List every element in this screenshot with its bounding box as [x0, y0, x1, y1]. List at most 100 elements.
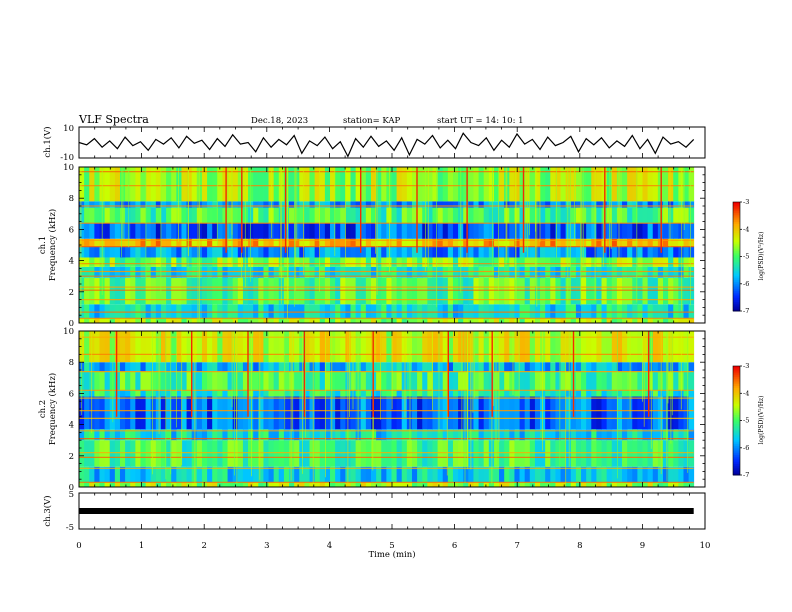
spectrum-band-cell — [683, 167, 690, 202]
spectrum-band-cell — [150, 266, 157, 278]
spectrum-band-cell — [519, 167, 526, 202]
spectrum-band-cell — [478, 466, 485, 483]
spectrum-band-cell — [232, 304, 239, 319]
spectrum-band-cell — [493, 371, 500, 391]
spectrum-band-cell — [391, 304, 398, 319]
spectrum-band-cell — [355, 266, 362, 278]
spectrum-band-cell — [309, 440, 316, 467]
spectrum-band-cell — [130, 429, 136, 441]
spectrum-band-cell — [488, 482, 495, 487]
colorbar-swatch — [733, 214, 740, 218]
spectrum-band-cell — [550, 362, 556, 372]
spectrum-band-cell — [519, 466, 526, 483]
spectrum-band-cell — [94, 466, 100, 483]
spectrum-band-cell — [678, 246, 684, 258]
spectrum-band-cell — [79, 167, 85, 202]
spectrum-band-cell — [642, 362, 649, 372]
spectrum-band-cell — [324, 266, 331, 278]
spectrum-band-cell — [119, 362, 126, 372]
spectrum-band-cell — [529, 390, 536, 397]
spectrum-band-cell — [227, 223, 234, 239]
spectrum-band-cell — [125, 167, 131, 202]
spectrum-band-cell — [150, 362, 157, 372]
spectrum-band-cell — [237, 167, 244, 202]
spectrum-band-cell — [258, 371, 264, 391]
spectrum-band-cell — [637, 440, 643, 467]
spectrum-band-cell — [201, 440, 208, 467]
spectrum-band-cell — [581, 390, 587, 397]
spectrum-band-cell — [483, 238, 490, 247]
spectrum-band-cell — [555, 246, 561, 258]
spectrum-band-cell — [555, 390, 561, 397]
spectrum-band-cell — [417, 440, 423, 467]
spectrum-band-cell — [196, 429, 203, 441]
spectrum-band-cell — [637, 246, 643, 258]
spectrum-band-cell — [678, 277, 684, 305]
spectrum-band-cell — [550, 167, 556, 202]
spectrum-band-cell — [575, 318, 582, 323]
spectrum-band-cell — [145, 201, 152, 208]
spectrum-band-cell — [386, 331, 392, 363]
spectrum-band-cell — [478, 331, 485, 363]
spectrum-band-cell — [555, 238, 561, 247]
spectrum-band-cell — [652, 318, 659, 323]
spectrum-band-cell — [560, 371, 567, 391]
spectrum-band-cell — [591, 201, 597, 208]
spectrum-band-cell — [119, 429, 126, 441]
spectrum-band-cell — [242, 304, 249, 319]
spectrum-band-cell — [237, 371, 244, 391]
spectrum-band-cell — [468, 246, 474, 258]
colorbar-swatch — [733, 305, 740, 308]
spectrum-band-cell — [248, 396, 254, 430]
spectrum-band-cell — [401, 440, 408, 467]
spectrum-band-cell — [222, 207, 228, 224]
spectrum-band-cell — [611, 223, 618, 239]
spectrum-band-cell — [463, 304, 469, 319]
spectrum-band-cell — [268, 304, 275, 319]
spectrum-band-cell — [447, 390, 454, 397]
spectrum-band-cell — [483, 207, 490, 224]
ch2-spectrogram-ticks — [78, 330, 706, 488]
ch1-ticks — [78, 127, 706, 158]
spectrum-band-cell — [191, 207, 198, 224]
ch3-series-line — [79, 508, 694, 514]
spectrum-band-cell — [652, 331, 659, 363]
spectrum-band-cell — [135, 440, 141, 467]
spectrum-band-cell — [688, 277, 695, 305]
spectrum-band-cell — [381, 440, 387, 467]
spectrum-band-cell — [79, 466, 85, 483]
spectrum-band-cell — [222, 167, 228, 202]
spectrum-band-cell — [657, 440, 664, 467]
spectrum-band-cell — [340, 362, 346, 372]
spectrum-band-cell — [94, 318, 100, 323]
colorbar-swatch — [733, 464, 740, 467]
spectrum-band-cell — [606, 429, 613, 441]
spectrum-band-cell — [314, 318, 321, 323]
spectrum-band-cell — [268, 429, 275, 441]
spectrum-band-cell — [427, 304, 433, 319]
spectrum-band-cell — [201, 466, 208, 483]
spectrum-band-cell — [647, 390, 654, 397]
spectrum-band-cell — [140, 257, 146, 267]
spectrum-band-cell — [381, 167, 387, 202]
spectrum-band-cell — [616, 362, 623, 372]
spectrum-band-cell — [447, 371, 454, 391]
spectrum-band-cell — [509, 396, 515, 430]
spectrum-band-cell — [473, 246, 479, 258]
spectrum-band-cell — [396, 277, 403, 305]
spectrum-band-cell — [422, 246, 428, 258]
spectrum-band-cell — [181, 304, 187, 319]
spectrum-band-cell — [493, 390, 500, 397]
spectrum-band-cell — [463, 466, 469, 483]
spectrum-band-cell — [104, 466, 111, 483]
spectrum-band-cell — [406, 277, 413, 305]
spectrum-band-cell — [371, 257, 377, 267]
spectrum-band-cell — [411, 167, 418, 202]
spectrum-band-cell — [401, 266, 408, 278]
spectrum-band-cell — [171, 429, 177, 441]
spectrum-band-cell — [258, 257, 264, 267]
spectrum-band-cell — [673, 304, 679, 319]
spectrum-band-cell — [130, 304, 136, 319]
spectrum-band-cell — [273, 482, 280, 487]
spectrum-band-cell — [258, 167, 264, 202]
